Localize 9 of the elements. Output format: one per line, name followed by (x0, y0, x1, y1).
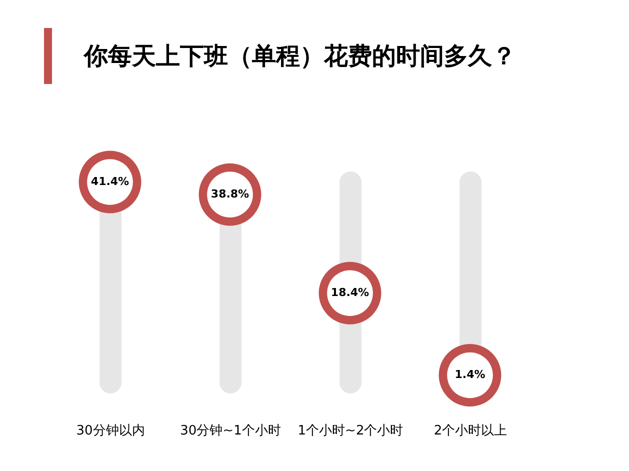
chart-title: 你每天上下班（单程）花费的时间多久？ (84, 41, 516, 72)
data-label: 1.4% (454, 368, 486, 382)
x-tick-label: 30分钟~1个小时 (180, 424, 281, 438)
data-label: 18.4% (330, 286, 370, 300)
data-label: 38.8% (210, 188, 250, 201)
data-label: 41.4% (90, 175, 130, 188)
x-tick-label: 1个小时~2个小时 (298, 424, 404, 438)
x-tick-label: 30分钟以内 (76, 424, 145, 438)
x-tick-label: 2个小时以上 (434, 424, 508, 438)
